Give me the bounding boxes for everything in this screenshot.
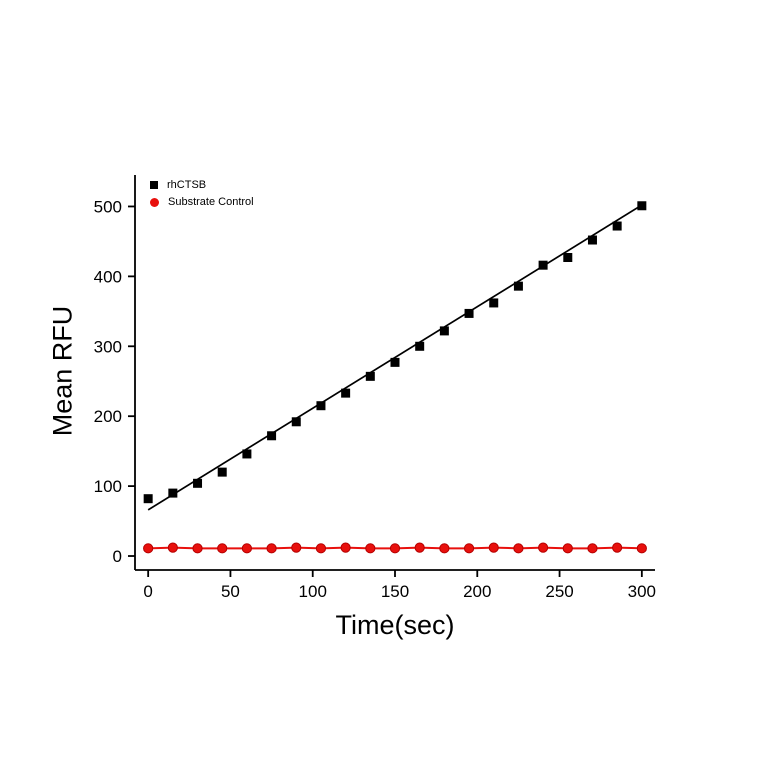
data-point-square [193, 478, 203, 488]
data-point-circle [488, 542, 499, 553]
data-point-square [563, 252, 573, 262]
data-point-circle [266, 543, 277, 554]
data-point-circle [538, 542, 549, 553]
legend-item-rhctsb: rhCTSB [150, 178, 254, 192]
circle-marker-icon [150, 197, 159, 207]
x-tick-label: 100 [299, 582, 327, 601]
data-point-square [365, 371, 375, 381]
data-point-square [143, 494, 153, 504]
data-point-circle [167, 542, 178, 553]
data-point-circle [414, 542, 425, 553]
data-point-circle [439, 543, 450, 554]
data-point-square [291, 417, 301, 427]
data-point-square [464, 308, 474, 318]
data-point-square [415, 341, 425, 351]
data-point-square [439, 326, 449, 336]
data-point-circle [513, 543, 524, 554]
data-point-circle [562, 543, 573, 554]
data-point-circle [612, 542, 623, 553]
data-point-square [316, 401, 326, 411]
data-point-circle [340, 542, 351, 553]
data-point-square [217, 467, 227, 477]
data-point-circle [365, 543, 376, 554]
data-point-square [587, 235, 597, 245]
square-marker-icon [150, 181, 158, 189]
series-rhctsb [143, 201, 647, 511]
fit-line [147, 204, 643, 511]
data-point-circle [217, 543, 228, 554]
x-axis-label: Time(sec) [335, 610, 455, 640]
data-point-square [341, 388, 351, 398]
legend-label: Substrate Control [168, 196, 254, 208]
legend-item-substrate-control: Substrate Control [150, 195, 254, 209]
data-point-circle [291, 542, 302, 553]
data-point-square [390, 357, 400, 367]
x-tick-label: 0 [143, 582, 152, 601]
y-tick-label: 100 [94, 477, 122, 496]
y-tick-label: 200 [94, 407, 122, 426]
y-tick-label: 500 [94, 197, 122, 216]
legend: rhCTSB Substrate Control [150, 178, 254, 209]
x-tick-label: 300 [628, 582, 656, 601]
x-tick-label: 50 [221, 582, 240, 601]
data-point-circle [463, 543, 475, 554]
data-point-circle [315, 543, 327, 554]
data-point-circle [587, 543, 598, 554]
data-point-square [538, 260, 548, 270]
y-tick-label: 400 [94, 267, 122, 286]
x-tick-label: 200 [463, 582, 491, 601]
data-point-square [489, 298, 499, 308]
data-point-square [168, 488, 178, 498]
tick-labels: 0 50 100 150 200 250 300 0 100 200 300 400 500 [94, 197, 656, 601]
y-tick-label: 300 [94, 337, 122, 356]
data-point-circle [192, 543, 203, 554]
legend-label: rhCTSB [167, 179, 207, 191]
axes [128, 175, 655, 577]
data-point-circle [389, 543, 401, 554]
data-point-circle [241, 543, 252, 554]
data-point-circle [636, 543, 647, 554]
y-axis-label: Mean RFU [47, 305, 78, 437]
data-point-square [637, 201, 647, 211]
y-tick-label: 0 [113, 547, 122, 566]
data-point-square [513, 281, 523, 291]
x-tick-label: 250 [545, 582, 573, 601]
series-substrate-control [143, 542, 647, 554]
x-tick-label: 150 [381, 582, 409, 601]
data-point-square [612, 221, 622, 231]
data-point-circle [143, 543, 154, 554]
data-point-square [267, 431, 277, 441]
data-point-square [242, 449, 252, 459]
